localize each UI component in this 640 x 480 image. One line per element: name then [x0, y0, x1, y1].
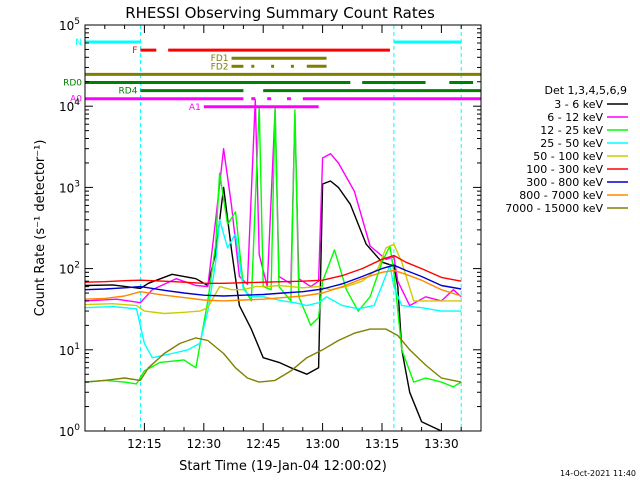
- legend-label-5: 100 - 300 keV: [526, 163, 603, 176]
- y-tick-label-4: 104: [59, 98, 80, 114]
- legend-label-2: 12 - 25 keV: [540, 124, 603, 137]
- legend-label-6: 300 - 800 keV: [526, 176, 603, 189]
- series-line-800-7000-kev: [84, 269, 462, 302]
- legend-label-7: 800 - 7000 keV: [519, 189, 603, 202]
- legend-label-1: 6 - 12 keV: [547, 111, 603, 124]
- legend-header: Det 1,3,4,5,6,9: [544, 84, 627, 97]
- y-tick-label-1: 101: [59, 342, 80, 358]
- legend-label-0: 3 - 6 keV: [554, 98, 603, 111]
- y-tick-label-0: 100: [59, 423, 80, 439]
- plot-frame: [84, 24, 482, 432]
- flag-bar-label-6: RD4: [119, 87, 138, 97]
- flag-bar-label-8: A1: [189, 103, 201, 113]
- legend-label-3: 25 - 50 keV: [540, 137, 603, 150]
- y-tick-label-5: 105: [59, 17, 80, 33]
- axes-layer: 100 101 102 103 104 105 12:15 12:30 12:45 13:00 13…: [59, 17, 482, 451]
- y-axis-label: Count Rate (s⁻¹ detector⁻¹): [33, 140, 48, 317]
- x-tick-label-4: 13:15: [365, 437, 400, 451]
- y-tick-label-2: 102: [59, 261, 80, 277]
- legend-label-8: 7000 - 15000 keV: [505, 202, 603, 215]
- legend-label-4: 50 - 100 keV: [533, 150, 603, 163]
- series-line-25-50-kev: [84, 218, 462, 359]
- series-line-50-100-kev: [84, 243, 462, 315]
- x-tick-label-2: 12:45: [246, 437, 281, 451]
- series-line-12-25-kev: [84, 105, 462, 388]
- series-line-3-6-kev: [84, 180, 442, 432]
- x-tick-label-0: 12:15: [127, 437, 162, 451]
- flag-bar-label-3: FD2: [211, 62, 229, 72]
- flag-bar-label-2: FD1: [211, 54, 229, 64]
- flag-bar-label-1: F: [132, 46, 137, 56]
- series-line-100-300-kev: [84, 254, 462, 284]
- flag-bar-label-5: RD0: [63, 79, 82, 89]
- flag-bar-label-7: A0: [70, 95, 82, 105]
- x-axis-label: Start Time (19-Jan-04 12:00:02): [179, 459, 387, 474]
- series-layer: [84, 99, 462, 432]
- x-tick-label-3: 13:00: [305, 437, 340, 451]
- x-tick-label-5: 13:30: [424, 437, 459, 451]
- y-tick-label-3: 103: [59, 179, 80, 195]
- timestamp: 14-Oct-2021 11:40: [560, 469, 636, 478]
- x-tick-label-1: 12:30: [187, 437, 222, 451]
- vertical-marker-lines: [139, 25, 462, 431]
- chart-title: RHESSI Observing Summary Count Rates: [125, 4, 435, 22]
- flag-bar-label-0: N: [75, 38, 82, 48]
- series-line-7000-15000-kev: [84, 328, 462, 383]
- series-line-300-800-kev: [84, 264, 462, 297]
